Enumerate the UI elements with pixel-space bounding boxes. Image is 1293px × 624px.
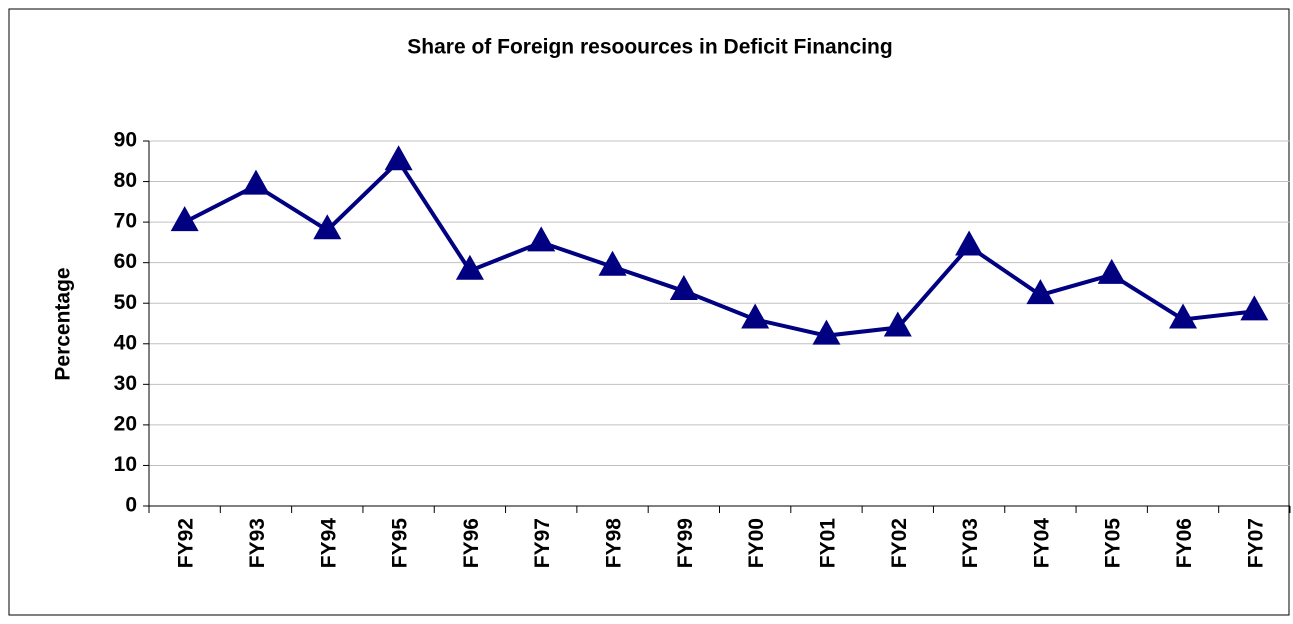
- marker: [527, 226, 556, 252]
- y-axis-label: Percentage: [52, 267, 75, 380]
- marker: [812, 319, 841, 345]
- x-tick-label: FY98: [603, 518, 626, 569]
- marker: [883, 311, 912, 337]
- chart-frame: [8, 8, 1290, 616]
- marker: [669, 275, 698, 301]
- marker: [170, 206, 199, 232]
- marker: [955, 230, 984, 256]
- chart-title: Share of Foreign resoources in Deficit F…: [407, 36, 892, 59]
- x-tick-label: FY05: [1102, 518, 1125, 569]
- y-tick-label: 50: [114, 291, 137, 314]
- marker: [1240, 295, 1269, 321]
- y-tick-label: 40: [114, 331, 137, 354]
- marker: [1026, 279, 1055, 305]
- marker: [384, 145, 413, 171]
- y-tick-label: 60: [114, 250, 137, 273]
- y-tick-label: 90: [114, 129, 137, 152]
- line: [183, 158, 1255, 338]
- y-tick-label: 70: [114, 210, 137, 233]
- x-tick-label: FY92: [175, 518, 198, 568]
- y-tick-label: 20: [114, 412, 137, 435]
- x-tick-label: FY03: [959, 518, 982, 568]
- y-tick-label: 30: [114, 372, 137, 395]
- marker: [241, 169, 270, 195]
- y-tick-label: 0: [125, 494, 137, 517]
- marker: [1169, 303, 1198, 329]
- marker: [1097, 258, 1126, 284]
- marker: [455, 254, 484, 280]
- marker: [741, 303, 770, 329]
- x-tick-label: FY99: [674, 518, 697, 568]
- x-tick-label: FY95: [389, 518, 412, 569]
- x-tick-label: FY96: [460, 518, 483, 568]
- x-tick-label: FY01: [816, 518, 839, 569]
- x-tick-label: FY07: [1244, 518, 1267, 568]
- x-tick-label: FY02: [888, 518, 911, 568]
- x-tick-label: FY94: [317, 518, 340, 569]
- x-tick-label: FY06: [1173, 518, 1196, 568]
- x-tick-label: FY97: [531, 518, 554, 568]
- marker: [598, 250, 627, 276]
- x-tick-label: FY04: [1030, 518, 1053, 569]
- x-tick-label: FY00: [745, 518, 768, 568]
- y-tick-label: 80: [114, 169, 137, 192]
- y-tick-label: 10: [114, 453, 137, 476]
- marker: [313, 214, 342, 240]
- x-tick-label: FY93: [246, 518, 269, 568]
